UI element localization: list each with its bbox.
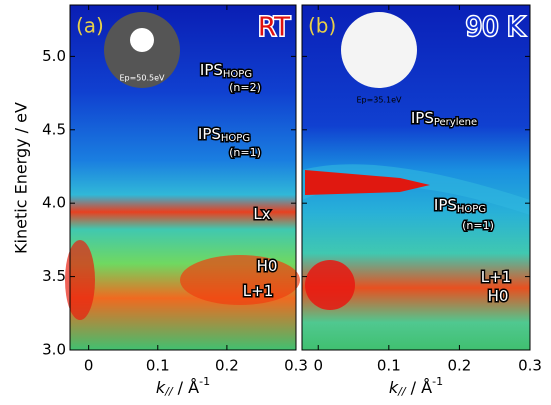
y-axis-label: Kinetic Energy / eV — [12, 102, 31, 254]
annotation-text: IPS — [434, 196, 457, 214]
condition-label: RT — [258, 13, 290, 43]
annotation-text: L+1 — [243, 282, 273, 300]
annotation-text: H0 — [257, 257, 278, 275]
x-tick-label: 0 — [313, 357, 323, 375]
panel-label: (a) — [76, 14, 104, 38]
x-axis-label: k// / Å-1 — [389, 375, 443, 398]
annotation-sub: Perylene — [434, 117, 477, 128]
annotation: IPSHOPG — [200, 61, 252, 81]
condition-label: 90 K — [466, 13, 525, 43]
annotation-text: IPS — [198, 125, 221, 143]
frame — [301, 4, 531, 351]
x-tick-label: 0.2 — [447, 357, 471, 375]
annotation-text: IPS — [411, 109, 434, 127]
y-tick-label: 3.5 — [42, 267, 66, 285]
x-label-sup: -1 — [199, 375, 210, 388]
x-tick-label: 0.1 — [146, 357, 170, 375]
x-label-k: k — [156, 378, 166, 397]
x-axis-label: k// / Å-1 — [156, 375, 210, 398]
annotation: (n=2) — [229, 81, 261, 94]
panel-b-image — [302, 5, 530, 350]
annotation-text: (n=1) — [462, 219, 494, 232]
x-label-sub: // — [397, 385, 407, 398]
annotation-text: (n=1) — [229, 146, 261, 159]
x-label-sup: -1 — [432, 375, 443, 388]
annotation: IPSHOPG — [434, 196, 486, 216]
inset-label: Ep=35.1eV — [356, 96, 402, 105]
x-label-unit: / Å — [406, 378, 433, 397]
x-label-sub: // — [164, 385, 174, 398]
panel-label: (b) — [308, 14, 336, 38]
annotation-sub: HOPG — [457, 204, 486, 215]
annotation: H0 — [257, 257, 278, 275]
annotation: (n=1) — [229, 146, 261, 159]
annotation-sub: HOPG — [221, 133, 250, 144]
x-tick-label: 0.3 — [518, 357, 542, 375]
annotation: Lx — [253, 205, 270, 223]
y-tick-label: 4.5 — [42, 120, 66, 138]
annotation: L+1 — [481, 268, 511, 286]
annotation: (n=1) — [462, 219, 494, 232]
x-tick-label: 0.3 — [284, 357, 308, 375]
frame — [69, 4, 297, 351]
annotation-text: H0 — [488, 287, 509, 305]
annotation-sub: HOPG — [223, 69, 252, 80]
y-tick-label: 3.0 — [42, 341, 66, 359]
annotation: L+1 — [243, 282, 273, 300]
inset-label: Ep=50.5eV — [119, 74, 165, 83]
y-tick-label: 5.0 — [42, 47, 66, 65]
x-tick-label: 0.2 — [215, 357, 239, 375]
panel-a-image — [65, 5, 300, 350]
y-tick-label: 4.0 — [42, 194, 66, 212]
annotation: H0 — [488, 287, 509, 305]
annotation-text: L+1 — [481, 268, 511, 286]
annotation-text: Lx — [253, 205, 270, 223]
x-label-unit: / Å — [173, 378, 200, 397]
x-label-k: k — [389, 378, 399, 397]
x-tick-label: 0.1 — [377, 357, 401, 375]
annotation-text: IPS — [200, 61, 223, 79]
annotation-text: (n=2) — [229, 81, 261, 94]
annotation: IPSPerylene — [411, 109, 477, 129]
x-tick-label: 0 — [84, 357, 94, 375]
annotation: IPSHOPG — [198, 125, 250, 145]
